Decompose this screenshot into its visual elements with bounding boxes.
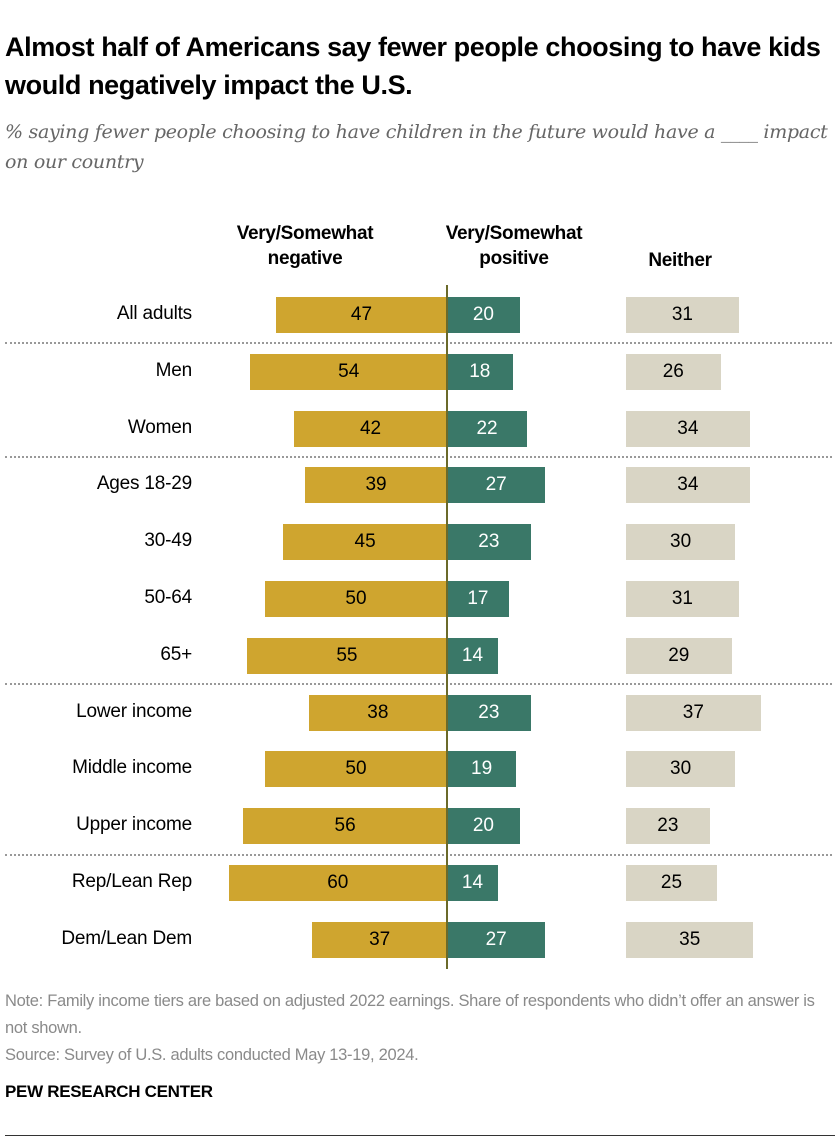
- chart-title: Almost half of Americans say fewer peopl…: [5, 32, 821, 100]
- bar-positive: 27: [447, 467, 546, 504]
- bar-positive: 20: [447, 808, 520, 845]
- row-label: Upper income: [76, 814, 192, 836]
- bar-positive: 19: [447, 751, 517, 788]
- row-label: Dem/Lean Dem: [61, 927, 192, 949]
- bar-neither: 26: [626, 353, 721, 390]
- bar-neither: 34: [626, 467, 750, 504]
- row-label: All adults: [116, 303, 192, 324]
- source-text: Source: Survey of U.S. adults conducted …: [5, 1046, 419, 1064]
- row-label: Women: [127, 416, 192, 438]
- bar-positive: 18: [447, 353, 513, 390]
- bar-negative: 54: [250, 353, 447, 390]
- bar-negative: 39: [305, 467, 447, 504]
- bar-positive: 14: [447, 637, 498, 674]
- header-negative-line2: negative: [267, 248, 343, 269]
- bar-positive: 23: [447, 524, 531, 561]
- bar-neither: 35: [626, 921, 754, 958]
- group-separator: [5, 683, 832, 686]
- bar-negative: 55: [246, 637, 447, 674]
- note-block: Note: Family income tiers are based on a…: [5, 988, 835, 1069]
- bar-negative: 42: [294, 410, 447, 447]
- row-label: Middle income: [72, 757, 192, 779]
- bar-negative: 50: [265, 751, 447, 788]
- row-label: Lower income: [76, 700, 192, 722]
- bar-positive: 20: [447, 297, 520, 333]
- row-label: Ages 18-29: [96, 473, 192, 495]
- bar-negative: 37: [312, 921, 447, 958]
- bar-negative: 50: [265, 581, 447, 617]
- header-positive: Very/Somewhat positive: [429, 221, 599, 271]
- group-separator: [5, 853, 832, 856]
- zero-axis-line: [446, 285, 448, 969]
- bar-neither: 29: [626, 637, 732, 674]
- chart-subtitle: % saying fewer people choosing to have c…: [5, 121, 828, 173]
- row-label: Rep/Lean Rep: [71, 871, 192, 892]
- header-negative: Very/Somewhat negative: [220, 221, 390, 271]
- row-label: 30-49: [144, 530, 192, 552]
- bar-neither: 30: [626, 524, 736, 561]
- bottom-rule: [5, 1135, 835, 1136]
- bar-negative: 56: [243, 808, 447, 845]
- bar-negative: 38: [308, 694, 447, 731]
- bar-positive: 23: [447, 694, 531, 731]
- bar-positive: 22: [447, 410, 528, 447]
- bar-positive: 14: [447, 865, 498, 901]
- row-label: 65+: [160, 643, 192, 665]
- bar-negative: 47: [275, 297, 447, 333]
- group-separator: [5, 456, 832, 458]
- bar-neither: 31: [626, 297, 739, 333]
- header-negative-line1: Very/Somewhat: [236, 223, 374, 244]
- bar-negative: 45: [283, 524, 447, 561]
- header-positive-line2: positive: [479, 248, 549, 269]
- bar-neither: 23: [626, 808, 710, 845]
- bar-neither: 30: [626, 751, 736, 788]
- bar-positive: 17: [447, 581, 509, 617]
- bar-negative: 60: [228, 865, 447, 901]
- bar-neither: 31: [626, 581, 739, 617]
- header-positive-line1: Very/Somewhat: [445, 223, 583, 244]
- brand-logo-text: PEW RESEARCH CENTER: [5, 1082, 213, 1101]
- note-text: Note: Family income tiers are based on a…: [5, 992, 815, 1037]
- bar-neither: 25: [626, 865, 717, 901]
- row-label: 50-64: [144, 587, 192, 608]
- bar-neither: 34: [626, 410, 750, 447]
- header-neither: Neither: [648, 250, 712, 271]
- group-separator: [5, 342, 832, 345]
- row-label: Men: [155, 359, 193, 381]
- bar-positive: 27: [447, 921, 546, 958]
- bar-neither: 37: [626, 694, 761, 731]
